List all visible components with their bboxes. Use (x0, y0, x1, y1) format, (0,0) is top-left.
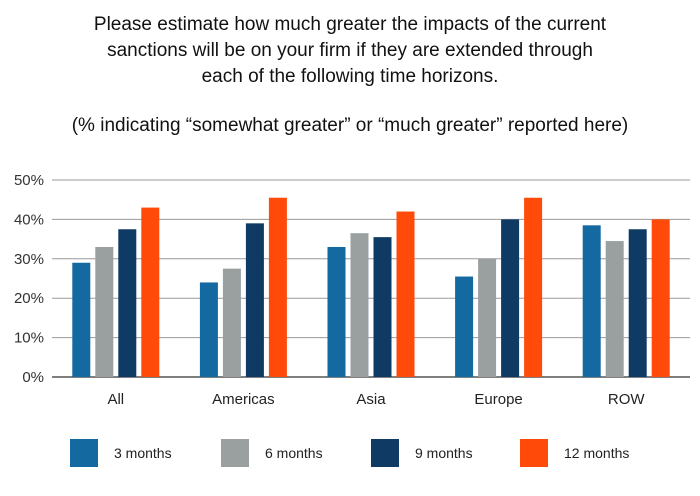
y-tick-label: 50% (14, 172, 44, 189)
y-tick-label: 10% (14, 330, 44, 347)
bar-asia-3-months (327, 246, 346, 377)
x-category-label: ROW (608, 391, 646, 408)
bar-europe-9-months (501, 219, 520, 377)
x-category-label: Europe (474, 391, 522, 408)
chart-title: Please estimate how much greater the imp… (93, 14, 607, 87)
legend-swatch (221, 439, 249, 467)
legend-label: 6 months (265, 445, 323, 461)
bar-all-9-months (118, 229, 137, 377)
bar-europe-6-months (478, 258, 497, 377)
x-category-label: Asia (356, 391, 386, 408)
bar-all-6-months (95, 246, 114, 377)
bar-row-6-months (605, 241, 624, 377)
bar-asia-9-months (373, 237, 392, 377)
y-tick-label: 0% (22, 369, 44, 386)
x-category-label: All (107, 391, 124, 408)
y-tick-label: 20% (14, 290, 44, 307)
bar-all-12-months (141, 207, 160, 377)
bar-americas-3-months (199, 282, 218, 377)
y-tick-label: 40% (14, 211, 44, 228)
legend-label: 3 months (114, 445, 172, 461)
bar-europe-12-months (524, 197, 543, 377)
chart-legend: 3 months 6 months 9 months 12 months (0, 438, 700, 470)
bar-europe-3-months (455, 276, 474, 377)
legend-swatch (70, 439, 98, 467)
legend-swatch (520, 439, 548, 467)
legend-label: 9 months (415, 445, 473, 461)
chart-subtitle: (% indicating “somewhat greater” or “muc… (71, 115, 629, 136)
y-tick-label: 30% (14, 251, 44, 268)
bar-americas-6-months (222, 268, 241, 377)
bar-asia-6-months (350, 233, 369, 377)
bar-americas-9-months (245, 223, 264, 377)
legend-swatch (371, 439, 399, 467)
bar-all-3-months (72, 262, 91, 377)
x-category-label: Americas (212, 391, 275, 408)
bar-chart: 0% 10% 20% 30% 40% 50% All Americas Asia Europe RO… (14, 172, 690, 408)
bar-row-3-months (582, 225, 601, 377)
bar-row-12-months (651, 219, 670, 377)
legend-label: 12 months (564, 445, 630, 461)
bar-row-9-months (628, 229, 647, 377)
bar-americas-12-months (268, 197, 287, 377)
bar-asia-12-months (396, 211, 415, 377)
